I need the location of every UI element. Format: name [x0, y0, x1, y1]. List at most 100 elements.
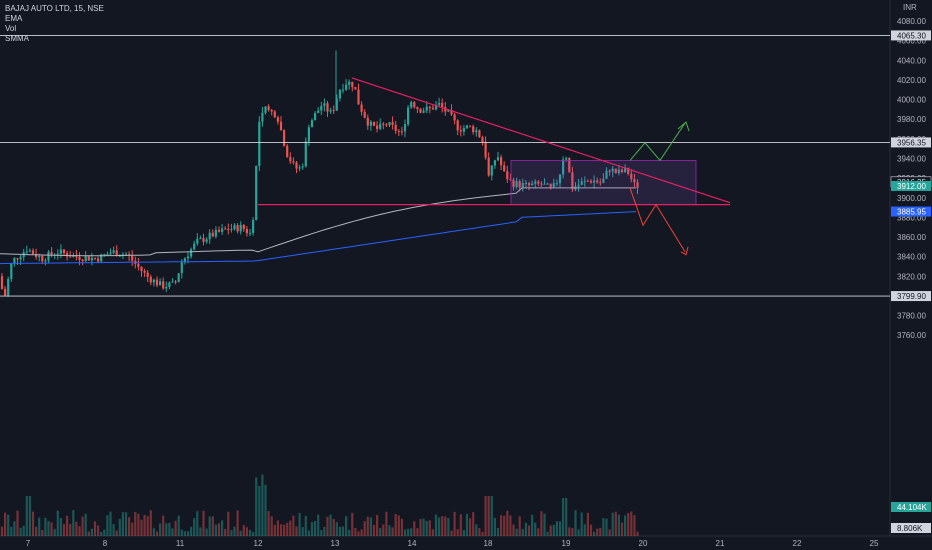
candle-body — [87, 256, 90, 261]
candle-body — [214, 229, 217, 237]
candle-body — [273, 111, 276, 118]
candle-body — [555, 183, 558, 185]
level-price-label: 4065.30 — [897, 31, 926, 40]
volume-bar — [236, 510, 239, 536]
indicator-ema[interactable]: EMA — [5, 14, 23, 23]
price-tag-label: 8.806K — [897, 524, 923, 533]
candle-body — [323, 103, 326, 106]
volume-bar — [586, 512, 589, 536]
candle-body — [19, 257, 22, 260]
candle-body — [264, 106, 267, 113]
candle-body — [633, 179, 636, 183]
candle-body — [140, 266, 143, 271]
candle-body — [540, 183, 543, 185]
volume-bar — [87, 531, 90, 536]
smma-line — [0, 211, 637, 265]
volume-bar — [320, 530, 323, 536]
volume-bar — [137, 513, 140, 536]
volume-bar — [310, 522, 314, 536]
volume-bar — [230, 530, 233, 536]
candle-body — [571, 172, 574, 190]
overlays — [0, 35, 890, 297]
candle-body — [103, 254, 106, 256]
candle-body — [447, 110, 450, 112]
candle-body — [162, 281, 165, 289]
volume-bar — [227, 511, 230, 536]
volume-bar — [503, 515, 506, 536]
volume-bar — [211, 516, 214, 536]
candle-body — [171, 281, 174, 283]
volume-bar — [28, 496, 31, 536]
volume-bar — [174, 520, 177, 536]
volume-bar — [66, 515, 69, 536]
volume-bar — [562, 498, 565, 536]
candle-body — [304, 141, 307, 167]
grid — [0, 0, 932, 537]
candle-body — [41, 256, 44, 262]
price-tag-label: 44.104K — [897, 503, 927, 512]
volume-bar — [515, 528, 518, 536]
candle-body — [242, 224, 245, 230]
candle-body — [500, 157, 503, 166]
candle-body — [329, 110, 332, 112]
volume-bar — [261, 474, 264, 536]
volume-bar — [276, 520, 279, 536]
price-axis[interactable]: 3760.003780.003800.003820.003840.003860.… — [890, 3, 932, 533]
candle-body — [568, 158, 571, 173]
volume-bar — [391, 527, 394, 536]
volume-bar — [558, 521, 562, 536]
candle-body — [552, 183, 555, 187]
volume-bar — [617, 514, 620, 536]
indicator-smma[interactable]: SMMA — [5, 34, 29, 43]
volume-bar — [273, 524, 276, 536]
volume-bar — [428, 520, 431, 536]
volume-bar — [493, 517, 496, 536]
volume-bar — [394, 514, 397, 536]
volume-bar — [400, 518, 403, 536]
volume-bar — [363, 521, 366, 536]
bearish-arrow-head — [680, 246, 689, 256]
volume-bar — [205, 528, 208, 536]
price-tick-label: 4060.00 — [897, 37, 926, 46]
volume-bar — [605, 518, 608, 536]
volume-bar — [69, 524, 72, 536]
volume-bar — [602, 518, 605, 536]
volume-bar — [540, 511, 543, 536]
level-price-label: 3799.90 — [897, 292, 926, 301]
candle-body — [90, 257, 93, 261]
volume-bar — [431, 529, 434, 536]
candle-body — [0, 276, 4, 289]
chart-legend: BAJAJ AUTO LTD, 15, NSE EMA Vol SMMA — [5, 4, 104, 44]
volume-bar — [214, 524, 217, 536]
volume-bar — [537, 528, 540, 536]
candle-body — [25, 251, 28, 253]
time-axis[interactable]: 7 8 11 12 13 14 18 19 20 21 22 25 — [26, 539, 879, 548]
volume-bar — [469, 518, 472, 536]
candle-body — [459, 130, 462, 132]
volume-bar — [527, 525, 531, 536]
volume-bar — [382, 524, 385, 536]
volume-bar — [292, 515, 295, 536]
candle-body — [462, 128, 465, 132]
candle-body — [515, 181, 518, 188]
candle-body — [428, 106, 431, 108]
volume-bar — [307, 530, 310, 536]
volume-bar — [199, 527, 202, 536]
volume-bar — [56, 510, 59, 536]
volume-bar — [314, 521, 317, 536]
volume-bar — [372, 524, 376, 536]
candle-body — [78, 256, 81, 260]
indicator-vol[interactable]: Vol — [5, 24, 17, 33]
price-tick-label: 3880.00 — [897, 213, 926, 222]
candle-body — [512, 179, 515, 188]
candle-body — [152, 279, 155, 283]
volume-bar — [348, 529, 351, 536]
volume-bar — [447, 517, 450, 536]
volume-bar — [568, 527, 571, 536]
candle-body — [493, 160, 496, 166]
volume-bar — [506, 510, 509, 536]
volume-bar — [140, 519, 143, 536]
symbol-title[interactable]: BAJAJ AUTO LTD, 15, NSE — [5, 4, 104, 13]
